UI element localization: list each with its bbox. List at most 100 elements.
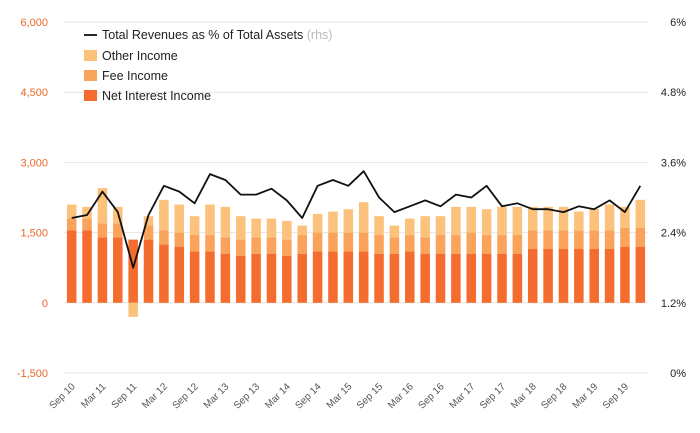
bar-other-income-24 <box>435 216 446 235</box>
x-tick-13: Mar 17 <box>448 381 478 411</box>
x-tick-17: Mar 19 <box>571 381 601 411</box>
y-tick-right-3: 3.6% <box>661 157 686 169</box>
bar-net-interest-income-29 <box>512 253 523 303</box>
bar-fee-income-30 <box>527 230 538 249</box>
x-tick-10: Sep 15 <box>355 381 385 411</box>
bar-net-interest-income-20 <box>374 253 384 303</box>
bar-net-interest-income-34 <box>589 248 599 303</box>
bar-net-interest-income-0 <box>66 230 77 303</box>
x-tick-15: Mar 18 <box>509 381 539 411</box>
y-tick-left-1: 0 <box>42 298 48 310</box>
bar-fee-income-23 <box>420 237 430 254</box>
bar-fee-income-12 <box>251 237 261 254</box>
x-axis: Sep 10 Mar 11 Sep 11 Mar 12 Sep 12 Mar 13 Sep … <box>48 381 632 412</box>
x-tick-2: Sep 11 <box>110 381 140 411</box>
bar-fee-income-28 <box>497 234 507 254</box>
bar-other-income-0 <box>66 204 77 219</box>
y-tick-left-5: 6,000 <box>20 17 48 29</box>
bar-other-income-9 <box>205 204 215 235</box>
y-tick-left-3: 3,000 <box>20 157 48 169</box>
y-tick-right-1: 1.2% <box>661 298 686 310</box>
bar-fee-income-22 <box>405 234 415 252</box>
bar-other-income-34 <box>589 209 599 231</box>
bar-other-income-27 <box>481 209 492 235</box>
bar-fee-income-25 <box>451 234 461 254</box>
bar-net-interest-income-14 <box>282 256 292 303</box>
left-axis: -1,500 0 1,500 3,000 4,500 6,000 <box>17 17 48 380</box>
bar-net-interest-income-32 <box>558 248 569 303</box>
bar-net-interest-income-15 <box>297 253 307 303</box>
bar-net-interest-income-22 <box>405 251 415 303</box>
x-tick-16: Sep 18 <box>539 381 569 411</box>
bar-net-interest-income-30 <box>527 248 538 303</box>
bar-fee-income-24 <box>435 234 446 254</box>
bar-net-interest-income-18 <box>343 251 354 303</box>
bar-net-interest-income-28 <box>497 253 507 303</box>
bar-other-income-10 <box>220 206 231 238</box>
bar-other-income-6 <box>159 199 169 231</box>
bar-other-income-28 <box>497 206 507 235</box>
bar-fee-income-10 <box>220 237 231 254</box>
legend: Total Revenues as % of Total Assets (rhs… <box>84 28 332 103</box>
bar-other-income-4 <box>128 302 138 317</box>
y-tick-right-5: 6% <box>670 17 686 29</box>
bar-fee-income-20 <box>374 234 384 254</box>
y-tick-left-4: 4,500 <box>20 87 48 99</box>
bar-net-interest-income-6 <box>159 244 169 303</box>
bar-fee-income-35 <box>604 230 615 249</box>
bar-net-interest-income-19 <box>358 251 369 303</box>
bar-fee-income-33 <box>574 230 584 249</box>
bar-net-interest-income-35 <box>604 248 615 303</box>
bar-other-income-33 <box>574 211 584 231</box>
right-axis: 0% 1.2% 2.4% 3.6% 4.8% 6% <box>661 17 686 380</box>
legend-swatch-net-interest-income <box>84 90 97 101</box>
bar-fee-income-9 <box>205 234 215 252</box>
bar-net-interest-income-8 <box>189 251 200 303</box>
x-tick-9: Mar 15 <box>325 381 355 411</box>
bar-fee-income-1 <box>82 218 92 231</box>
revenue-ratio-line <box>71 170 642 269</box>
x-tick-14: Sep 17 <box>478 381 508 411</box>
bar-fee-income-11 <box>235 239 246 256</box>
bar-other-income-36 <box>620 206 630 228</box>
bar-other-income-25 <box>451 206 461 235</box>
bar-fee-income-18 <box>343 232 354 252</box>
y-tick-right-4: 4.8% <box>661 87 686 99</box>
bar-fee-income-6 <box>159 230 169 245</box>
bar-net-interest-income-9 <box>205 251 215 303</box>
bar-fee-income-14 <box>282 239 292 256</box>
bar-other-income-31 <box>543 206 553 231</box>
legend-line-item: Total Revenues as % of Total Assets (rhs… <box>102 28 332 42</box>
bar-net-interest-income-24 <box>435 253 446 303</box>
bar-net-interest-income-25 <box>451 253 461 303</box>
legend-line-label: Total Revenues as % of Total Assets <box>102 28 303 42</box>
bar-fee-income-17 <box>328 232 338 252</box>
bar-fee-income-7 <box>174 232 185 247</box>
bars <box>66 188 646 317</box>
bar-other-income-16 <box>312 213 323 233</box>
bar-net-interest-income-33 <box>574 248 584 303</box>
bar-other-income-2 <box>97 188 108 224</box>
bar-other-income-1 <box>82 206 92 219</box>
revenue-ratio-line-group <box>71 170 642 269</box>
bar-other-income-30 <box>527 206 538 231</box>
bar-fee-income-8 <box>189 234 200 252</box>
bar-other-income-18 <box>343 209 354 233</box>
bar-other-income-20 <box>374 216 384 235</box>
bar-net-interest-income-31 <box>543 248 553 303</box>
x-tick-4: Sep 12 <box>171 381 201 411</box>
bar-net-interest-income-21 <box>389 253 400 303</box>
x-tick-5: Mar 13 <box>202 381 232 411</box>
bar-net-interest-income-17 <box>328 251 338 303</box>
x-tick-1: Mar 11 <box>79 381 109 411</box>
bar-fee-income-0 <box>66 218 77 231</box>
x-tick-18: Sep 19 <box>601 381 631 411</box>
legend-swatch-fee-income <box>84 70 97 81</box>
bar-other-income-19 <box>358 202 369 233</box>
bar-net-interest-income-12 <box>251 253 261 303</box>
bar-fee-income-31 <box>543 230 553 249</box>
x-tick-8: Sep 14 <box>294 381 324 411</box>
bar-net-interest-income-36 <box>620 246 630 303</box>
x-tick-7: Mar 14 <box>263 381 293 411</box>
